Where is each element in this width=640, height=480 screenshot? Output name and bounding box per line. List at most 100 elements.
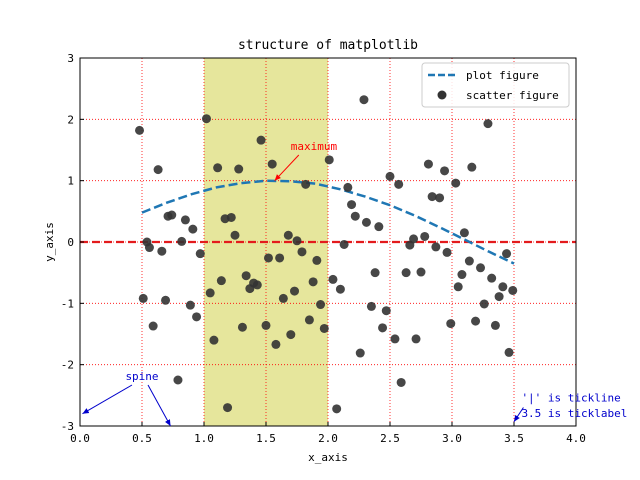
scatter-point — [440, 166, 450, 176]
scatter-point — [135, 125, 145, 135]
scatter-point — [188, 224, 198, 234]
scatter-point — [390, 334, 400, 344]
scatter-point — [483, 119, 493, 129]
y-tick-label: -1 — [61, 297, 74, 310]
scatter-point — [286, 330, 296, 340]
scatter-point — [374, 222, 384, 232]
scatter-point — [252, 280, 262, 290]
scatter-point — [241, 271, 251, 281]
x-tick-label: 0.0 — [70, 432, 90, 445]
scatter-point — [161, 295, 171, 305]
annotation-spine-arrow — [147, 384, 171, 427]
y-tick-label: 3 — [67, 52, 74, 65]
scatter-point — [420, 231, 430, 241]
scatter-point — [205, 288, 215, 298]
scatter-point — [350, 211, 360, 221]
x-axis-label: x_axis — [308, 451, 348, 464]
scatter-point — [216, 276, 226, 286]
scatter-point — [301, 179, 311, 189]
scatter-point — [304, 315, 314, 325]
plot-figure-line — [141, 179, 515, 265]
scatter-point — [464, 256, 474, 266]
scatter-point — [467, 162, 477, 172]
scatter-point — [498, 282, 508, 292]
scatter-point — [157, 246, 167, 256]
annotation-maximum: maximum — [291, 140, 338, 153]
annotation-tickline: '|' is tickline — [521, 391, 620, 404]
scatter-point — [359, 95, 369, 105]
scatter-point — [487, 273, 497, 283]
scatter-point — [427, 192, 437, 202]
scatter-point — [457, 270, 467, 280]
scatter-point — [508, 285, 518, 295]
scatter-point — [381, 306, 391, 316]
scatter-point — [312, 255, 322, 265]
scatter-point — [502, 249, 512, 259]
scatter-point — [223, 403, 233, 413]
plot-line-group — [141, 179, 515, 265]
scatter-point — [283, 230, 293, 240]
scatter-point — [144, 243, 154, 253]
scatter-point — [234, 164, 244, 174]
annotation-spine: spine — [125, 370, 158, 383]
scatter-point — [411, 334, 421, 344]
scatter-point — [442, 247, 452, 257]
scatter-point — [209, 335, 219, 345]
scatter-point — [167, 210, 177, 220]
scatter-point — [173, 375, 183, 385]
scatter-point — [366, 301, 376, 311]
scatter-point — [195, 249, 205, 259]
scatter-point — [192, 312, 202, 322]
scatter-point — [385, 171, 395, 181]
scatter-point — [339, 239, 349, 249]
legend-box — [421, 62, 570, 108]
x-tick-label: 4.0 — [566, 432, 586, 445]
scatter-point — [370, 268, 380, 278]
scatter-point — [347, 200, 357, 210]
scatter-point — [328, 274, 338, 284]
scatter-point — [256, 135, 266, 145]
scatter-point — [271, 339, 281, 349]
scatter-point — [263, 253, 273, 263]
scatter-point — [290, 286, 300, 296]
y-tick-label: -3 — [61, 420, 74, 433]
scatter-point — [332, 404, 342, 414]
legend: plot figure scatter figure — [421, 62, 570, 108]
scatter-point — [201, 114, 211, 124]
ticks-group: 0.0 0.5 1.0 1.5 2.0 2.5 3.0 3.5 4.0 -3 -2 -1 0 1 2 3 — [61, 52, 586, 445]
scatter-point — [423, 159, 433, 169]
annotations-group: maximum spine '|' is tickline 3.5 is tic… — [82, 140, 627, 427]
scatter-point — [459, 228, 469, 238]
x-tick-label: 3.0 — [442, 432, 462, 445]
scatter-point — [378, 323, 388, 333]
scatter-point — [148, 321, 158, 331]
x-tick-label: 1.5 — [256, 432, 276, 445]
scatter-point — [261, 320, 271, 330]
scatter-point — [435, 193, 445, 203]
scatter-point — [343, 182, 353, 192]
scatter-points-group — [135, 95, 518, 414]
scatter-point — [494, 292, 504, 302]
scatter-point — [324, 155, 334, 165]
x-tick-label: 2.0 — [318, 432, 338, 445]
legend-scatter-label: scatter figure — [466, 89, 559, 102]
scatter-point — [446, 319, 456, 329]
scatter-point — [319, 323, 329, 333]
legend-scatter-swatch — [437, 90, 447, 100]
scatter-point — [180, 215, 190, 225]
scatter-point — [213, 163, 223, 173]
scatter-point — [409, 234, 419, 244]
scatter-point — [278, 293, 288, 303]
x-tick-label: 1.0 — [194, 432, 214, 445]
annotation-tickline-arrow — [513, 407, 524, 422]
annotation-spine-arrow — [82, 384, 133, 415]
scatter-point — [479, 299, 489, 309]
scatter-point — [138, 293, 148, 303]
annotation-ticklabel: 3.5 is ticklabel — [521, 407, 627, 420]
scatter-point — [431, 242, 441, 252]
scatter-point — [471, 316, 481, 326]
scatter-point — [453, 282, 463, 292]
scatter-point — [275, 253, 285, 263]
scatter-point — [185, 300, 195, 310]
